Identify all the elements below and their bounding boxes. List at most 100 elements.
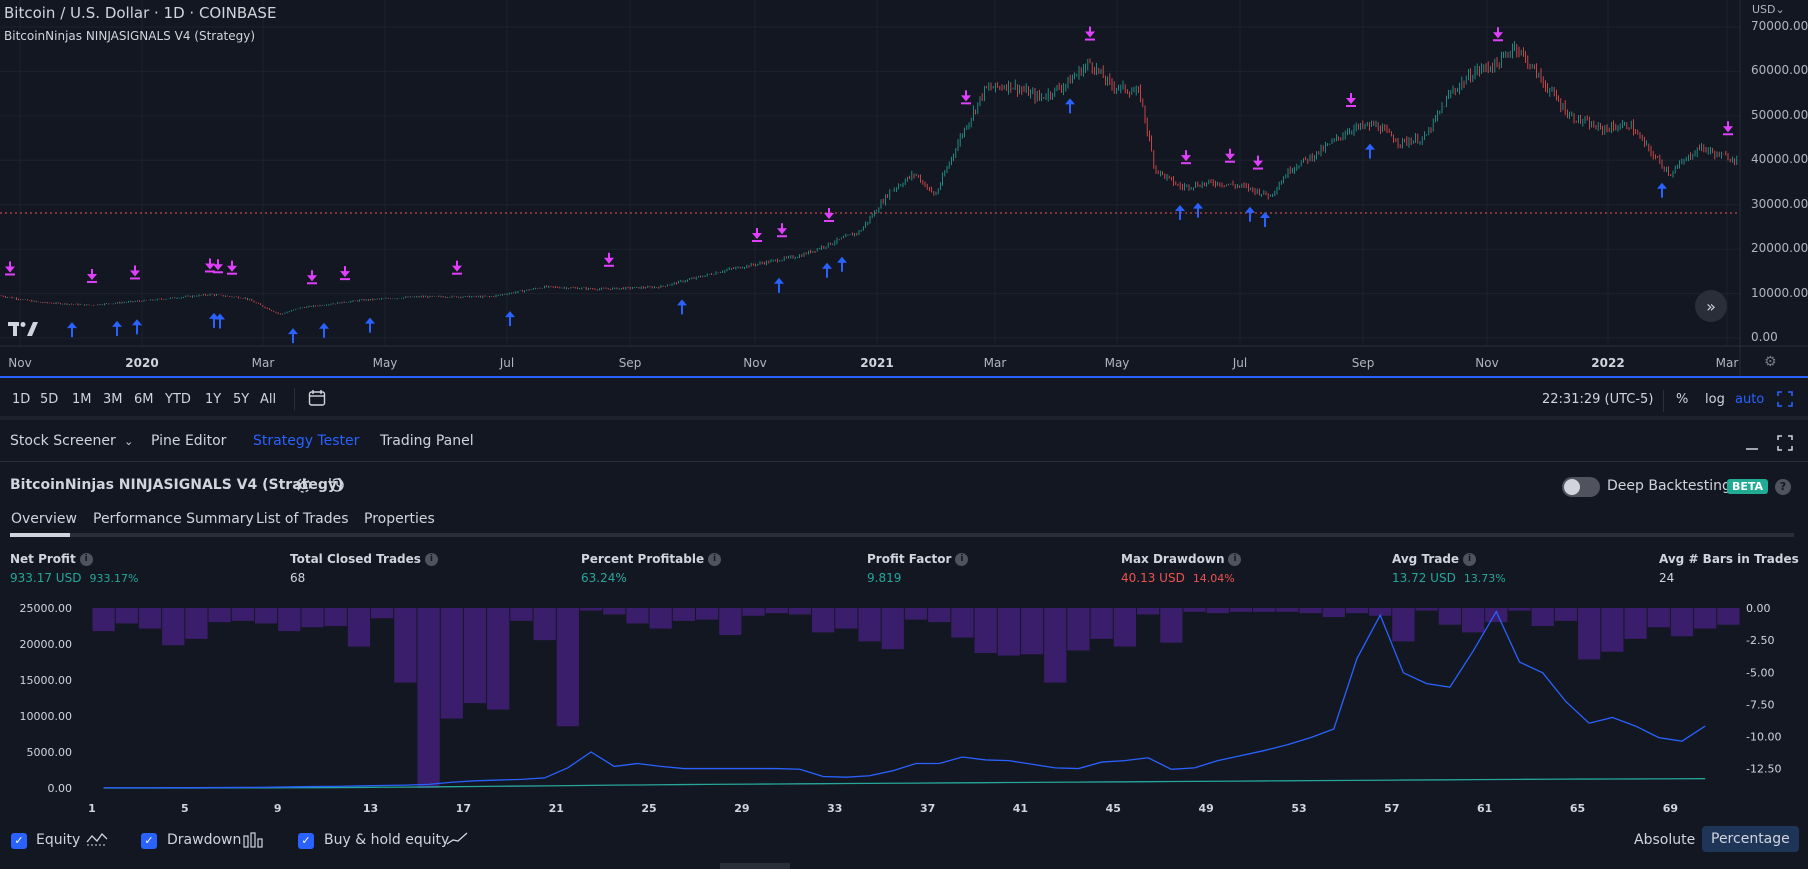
tradingview-logo[interactable] bbox=[8, 322, 38, 340]
subtab-performance-summary[interactable]: Performance Summary bbox=[93, 511, 254, 527]
equity-axis-label: 25000.00 bbox=[20, 602, 73, 615]
strategy-name: BitcoinNinjas NINJASIGNALS V4 (Strategy) bbox=[10, 477, 344, 493]
subtab-properties[interactable]: Properties bbox=[364, 511, 435, 527]
help-icon[interactable]: ? bbox=[1775, 479, 1791, 495]
strategy-legend-label[interactable]: BitcoinNinjas NINJASIGNALS V4 (Strategy) bbox=[4, 29, 256, 43]
drawdown-bar bbox=[162, 608, 185, 646]
range-5y-button[interactable]: 5Y bbox=[233, 392, 250, 407]
range-1d-button[interactable]: 1D bbox=[12, 392, 31, 407]
scroll-to-realtime-button[interactable]: » bbox=[1695, 290, 1727, 322]
tab-pine-editor[interactable]: Pine Editor bbox=[151, 433, 227, 449]
drawdown-bar bbox=[1392, 608, 1415, 642]
metric-max-drawdown-value: 40.13 USD 14.04% bbox=[1121, 571, 1235, 585]
info-icon[interactable]: i bbox=[955, 553, 969, 566]
percentage-mode-button[interactable]: Percentage bbox=[1702, 826, 1799, 852]
subtab-overview[interactable]: Overview bbox=[11, 511, 77, 527]
trade-number-label: 1 bbox=[88, 802, 96, 815]
source-code-icon[interactable] bbox=[328, 476, 346, 498]
drawdown-legend-label: Drawdown bbox=[167, 832, 242, 848]
panel-scrollbar[interactable] bbox=[720, 863, 790, 869]
minimize-panel-icon[interactable] bbox=[1744, 436, 1760, 456]
symbol-title: Bitcoin / U.S. Dollar · 1D · COINBASE bbox=[4, 4, 277, 22]
price-axis-label: 40000.00 bbox=[1751, 152, 1808, 167]
equity-checkbox[interactable]: ✓ bbox=[11, 833, 27, 849]
tab-strategy-tester[interactable]: Strategy Tester bbox=[253, 433, 360, 449]
drawdown-bar bbox=[1601, 608, 1624, 652]
subtab-underline-track bbox=[10, 533, 1794, 537]
drawdown-bar bbox=[1508, 608, 1531, 611]
sell-signal-marker bbox=[340, 266, 350, 281]
buy-signal-marker bbox=[837, 256, 847, 272]
buy-signal-marker bbox=[1193, 202, 1203, 218]
drawdown-bar bbox=[626, 608, 649, 624]
go-to-date-calendar-icon[interactable] bbox=[308, 389, 326, 411]
metric-avg-trade-value: 13.72 USD 13.73% bbox=[1392, 571, 1506, 585]
price-chart-pane[interactable]: Bitcoin / U.S. Dollar · 1D · COINBASE Bi… bbox=[0, 0, 1808, 376]
deep-backtesting-toggle[interactable] bbox=[1562, 477, 1600, 497]
trade-number-label: 57 bbox=[1384, 802, 1399, 815]
range-ytd-button[interactable]: YTD bbox=[165, 392, 191, 407]
range-all-button[interactable]: All bbox=[260, 392, 277, 407]
metric-label-text: Avg # Bars in Trades bbox=[1659, 552, 1799, 566]
pane-resize-divider[interactable] bbox=[0, 376, 1808, 378]
timezone-clock[interactable]: 22:31:29 (UTC-5) bbox=[1542, 392, 1654, 407]
range-6m-button[interactable]: 6M bbox=[134, 392, 154, 407]
buy-signal-marker bbox=[505, 311, 515, 327]
metric-pct-text: 14.04% bbox=[1192, 572, 1235, 585]
log-scale-toggle[interactable]: log bbox=[1705, 392, 1725, 407]
price-axis-label: 60000.00 bbox=[1751, 63, 1808, 78]
trade-number-label: 33 bbox=[827, 802, 842, 815]
candlestick-series bbox=[0, 40, 1738, 315]
time-axis-label: Sep bbox=[618, 356, 642, 370]
metric-label-text: Percent Profitable bbox=[581, 552, 705, 566]
range-1m-button[interactable]: 1M bbox=[72, 392, 92, 407]
sell-signal-marker bbox=[604, 252, 614, 267]
equity-line bbox=[103, 610, 1706, 789]
currency-selector[interactable]: USD⌄ bbox=[1752, 3, 1785, 16]
absolute-mode-button[interactable]: Absolute bbox=[1634, 832, 1696, 848]
drawdown-bar bbox=[254, 608, 278, 624]
fullscreen-corner-icon[interactable] bbox=[1777, 391, 1793, 411]
subtab-active-indicator bbox=[10, 533, 70, 537]
buy-signal-marker bbox=[209, 312, 219, 328]
info-icon[interactable]: i bbox=[79, 553, 93, 566]
trade-number-label: 61 bbox=[1477, 802, 1492, 815]
strategy-settings-gear-icon[interactable] bbox=[295, 477, 312, 498]
auto-scale-toggle[interactable]: auto bbox=[1735, 392, 1765, 407]
range-3m-button[interactable]: 3M bbox=[103, 392, 123, 407]
buy-signal-marker bbox=[132, 319, 142, 335]
trade-number-label: 41 bbox=[1013, 802, 1028, 815]
range-1y-button[interactable]: 1Y bbox=[205, 392, 222, 407]
sell-signal-marker bbox=[205, 258, 215, 273]
drawdown-bar bbox=[719, 608, 742, 635]
drawdown-bar bbox=[1229, 608, 1253, 612]
info-icon[interactable]: i bbox=[424, 553, 438, 566]
drawdown-checkbox[interactable]: ✓ bbox=[141, 833, 157, 849]
info-icon[interactable]: i bbox=[1463, 553, 1477, 566]
metric-pct-text: 13.73% bbox=[1463, 572, 1506, 585]
sell-signal-marker bbox=[1253, 155, 1263, 170]
equity-drawdown-chart[interactable]: 25000.00 20000.00 15000.00 10000.00 5000.00 0… bbox=[0, 596, 1808, 820]
metric-total-closed-trades-label: Total Closed Trades i bbox=[290, 552, 438, 566]
tab-trading-panel[interactable]: Trading Panel bbox=[380, 433, 474, 449]
time-axis-label: Jul bbox=[1232, 356, 1248, 370]
maximize-panel-icon[interactable] bbox=[1777, 435, 1793, 455]
info-icon[interactable]: i bbox=[708, 553, 722, 566]
time-axis-label: May bbox=[372, 356, 398, 370]
date-range-toolbar: 1D 5D 1M 3M 6M YTD 1Y 5Y All bbox=[0, 378, 1808, 420]
trade-number-label: 21 bbox=[549, 802, 564, 815]
range-5d-button[interactable]: 5D bbox=[40, 392, 59, 407]
info-icon[interactable]: i bbox=[1228, 553, 1242, 566]
percent-scale-toggle[interactable]: % bbox=[1676, 392, 1689, 407]
buy-signal-marker bbox=[319, 322, 329, 338]
drawdown-bar bbox=[1369, 608, 1392, 616]
price-chart-svg[interactable] bbox=[0, 0, 1808, 376]
chart-settings-gear-icon[interactable]: ⚙ bbox=[1764, 354, 1777, 370]
buy-hold-checkbox[interactable]: ✓ bbox=[298, 833, 314, 849]
drawdown-bar bbox=[695, 608, 719, 620]
tab-stock-screener[interactable]: Stock Screener ⌄ bbox=[10, 433, 133, 449]
chevron-down-icon: ⌄ bbox=[124, 435, 134, 448]
subtab-list-of-trades[interactable]: List of Trades bbox=[256, 511, 349, 527]
drawdown-bar bbox=[394, 608, 417, 683]
time-axis-label: 2020 bbox=[125, 356, 159, 370]
